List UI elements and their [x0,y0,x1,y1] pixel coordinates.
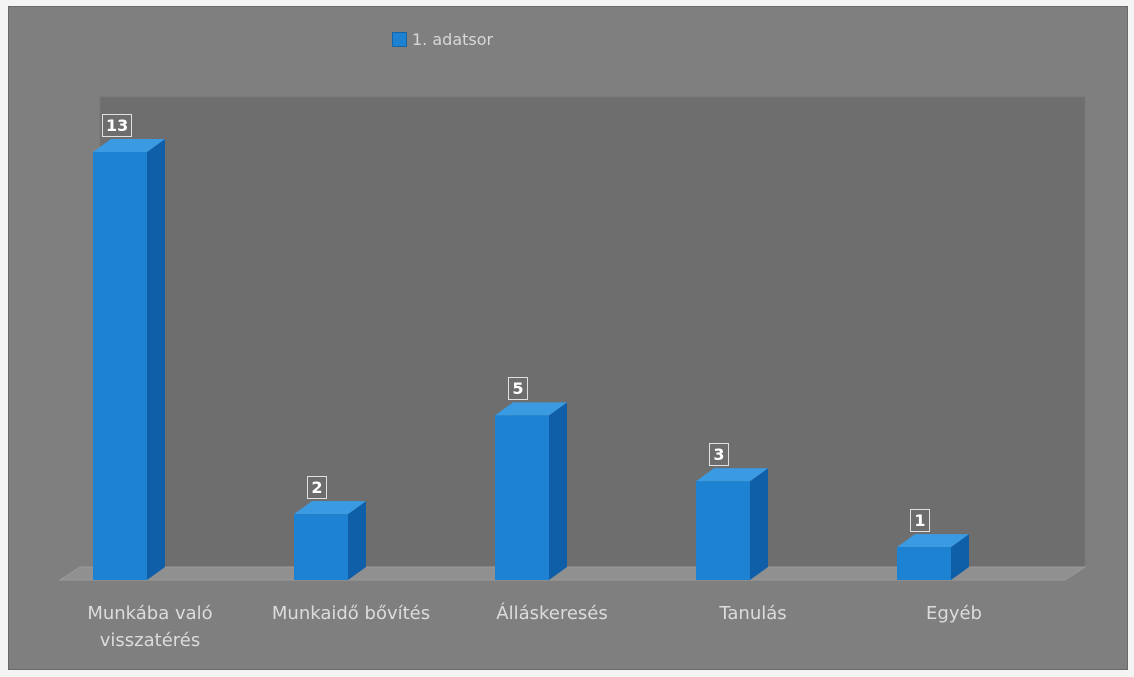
bar-side [549,402,567,580]
plot-area [99,96,1086,568]
bar [93,152,147,580]
data-label: 1 [910,509,930,533]
bar [696,481,750,580]
bar-top [294,501,366,515]
category-label: Munkába való visszatérés [87,603,213,651]
category-label: Tanulás [719,603,787,624]
bar-top [495,402,567,416]
legend: 1. adatsor [392,30,493,49]
bar-top [897,534,969,548]
data-label: 3 [709,443,729,467]
bar [897,547,951,580]
bar-side [750,468,768,580]
bar-top [696,468,768,482]
bar-top [93,139,165,152]
bar [294,514,348,580]
data-label: 5 [508,377,528,401]
category-label: Munkaidő bővítés [271,603,431,624]
bar-side [951,534,969,580]
bar [495,415,549,580]
data-label: 2 [307,476,327,500]
legend-label: 1. adatsor [412,30,494,49]
legend-swatch-icon [392,32,407,47]
category-label: Egyéb [926,603,982,624]
bar-side [147,139,165,580]
data-label: 13 [102,114,133,137]
bar-side [348,501,366,580]
category-label: Álláskeresés [496,603,608,624]
